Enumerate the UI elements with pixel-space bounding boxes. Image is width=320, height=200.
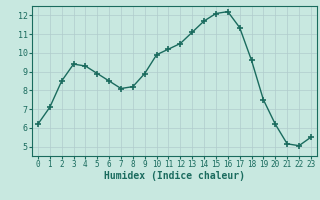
X-axis label: Humidex (Indice chaleur): Humidex (Indice chaleur) (104, 171, 245, 181)
